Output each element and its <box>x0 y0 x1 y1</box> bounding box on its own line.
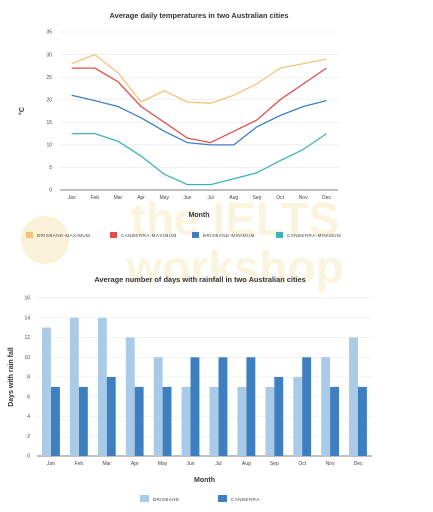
x-tick-label: Aug <box>229 195 238 201</box>
x-tick-label: Jul <box>207 195 213 201</box>
y-tick-label: 0 <box>27 454 30 460</box>
bar <box>69 317 79 457</box>
y-tick-label: 10 <box>24 355 30 361</box>
bar <box>237 386 247 456</box>
x-tick-label: Apr <box>137 195 145 201</box>
x-tick-label: Sep <box>270 461 279 467</box>
x-tick-label: Feb <box>90 195 99 201</box>
y-tick-label: 6 <box>27 394 30 400</box>
bar <box>349 337 358 456</box>
watermark-emblem <box>21 216 69 264</box>
legend-label: BRISBANE-MAXIMUM <box>37 233 90 238</box>
y-tick-label: 10 <box>46 143 52 149</box>
watermark-text: the IELTS <box>131 193 340 245</box>
y-tick-label: 35 <box>46 30 52 36</box>
bar <box>125 337 135 456</box>
y-tick-label: 4 <box>27 414 30 420</box>
x-tick-label: Dec <box>354 461 363 467</box>
y-axis-label: Days with rain fall <box>8 347 15 407</box>
x-tick-label: Apr <box>131 461 139 467</box>
y-tick-label: 5 <box>49 165 52 171</box>
x-tick-label: Aug <box>242 461 251 467</box>
legend-label: CANBERRA-MAXIMUM <box>121 233 177 238</box>
legend-label: BRISBANE-MINIMUM <box>203 233 255 238</box>
legend-label: CANBERRA-MINIMUM <box>287 233 341 238</box>
bar <box>181 386 191 456</box>
bar <box>97 317 107 457</box>
bar <box>134 386 144 456</box>
y-tick-label: 0 <box>49 188 52 194</box>
x-tick-label: Nov <box>299 195 308 201</box>
x-tick-label: Mar <box>114 195 123 201</box>
x-tick-label: Feb <box>75 461 84 467</box>
legend-swatch <box>110 232 117 238</box>
chart-title: Average number of days with rainfall in … <box>94 275 305 284</box>
bar <box>51 386 60 456</box>
temperature-line-chart: Average daily temperatures in two Austra… <box>18 11 341 238</box>
y-axis-label: °C <box>18 107 26 115</box>
legend-label: CANBERRA <box>231 497 260 502</box>
bar <box>42 327 51 456</box>
legend-swatch <box>26 232 33 238</box>
x-tick-label: Sep <box>252 195 261 201</box>
y-tick-label: 20 <box>46 97 52 103</box>
bar <box>218 357 228 457</box>
rainfall-bar-chart: Average number of days with rainfall in … <box>8 275 372 502</box>
bar <box>190 357 200 457</box>
bar <box>106 377 116 456</box>
bar <box>246 357 256 457</box>
x-axis-label: Month <box>189 212 210 219</box>
y-tick-label: 16 <box>24 296 30 302</box>
series-line <box>71 53 327 104</box>
watermark-text: workshop <box>125 241 343 293</box>
x-tick-label: Oct <box>298 461 306 467</box>
bar <box>78 386 88 456</box>
x-tick-label: Jun <box>187 461 195 467</box>
bar <box>162 386 172 456</box>
bar <box>330 386 339 456</box>
bar <box>153 357 163 457</box>
x-tick-label: Dec <box>322 195 331 201</box>
series-line <box>71 94 327 146</box>
bar <box>293 377 303 456</box>
legend-swatch <box>192 232 199 238</box>
x-tick-label: Mar <box>102 461 111 467</box>
legend-swatch <box>140 495 149 502</box>
legend-swatch <box>218 495 227 502</box>
x-tick-label: Jan <box>68 195 76 201</box>
y-tick-label: 30 <box>46 52 52 58</box>
y-tick-label: 14 <box>24 315 30 321</box>
legend-label: BRISBANE <box>153 497 179 502</box>
y-tick-label: 12 <box>24 335 30 341</box>
x-tick-label: Jan <box>47 461 55 467</box>
bar <box>265 386 275 456</box>
x-tick-label: Jul <box>215 461 221 467</box>
x-tick-label: Nov <box>326 461 335 467</box>
bar <box>321 357 331 457</box>
x-tick-label: May <box>158 461 168 467</box>
x-axis-label: Month <box>194 477 215 484</box>
y-tick-label: 15 <box>46 120 52 126</box>
x-tick-label: Oct <box>276 195 284 201</box>
series-line <box>71 67 327 144</box>
series-line <box>71 132 327 186</box>
bar <box>358 386 367 456</box>
bar <box>209 386 219 456</box>
bar <box>274 377 284 456</box>
y-tick-label: 2 <box>27 434 30 440</box>
x-tick-label: May <box>160 195 170 201</box>
chart-title: Average daily temperatures in two Austra… <box>110 11 289 20</box>
y-tick-label: 8 <box>27 375 30 381</box>
y-tick-label: 25 <box>46 75 52 81</box>
bar <box>302 357 312 457</box>
legend-swatch <box>276 232 283 238</box>
x-tick-label: Jun <box>183 195 191 201</box>
